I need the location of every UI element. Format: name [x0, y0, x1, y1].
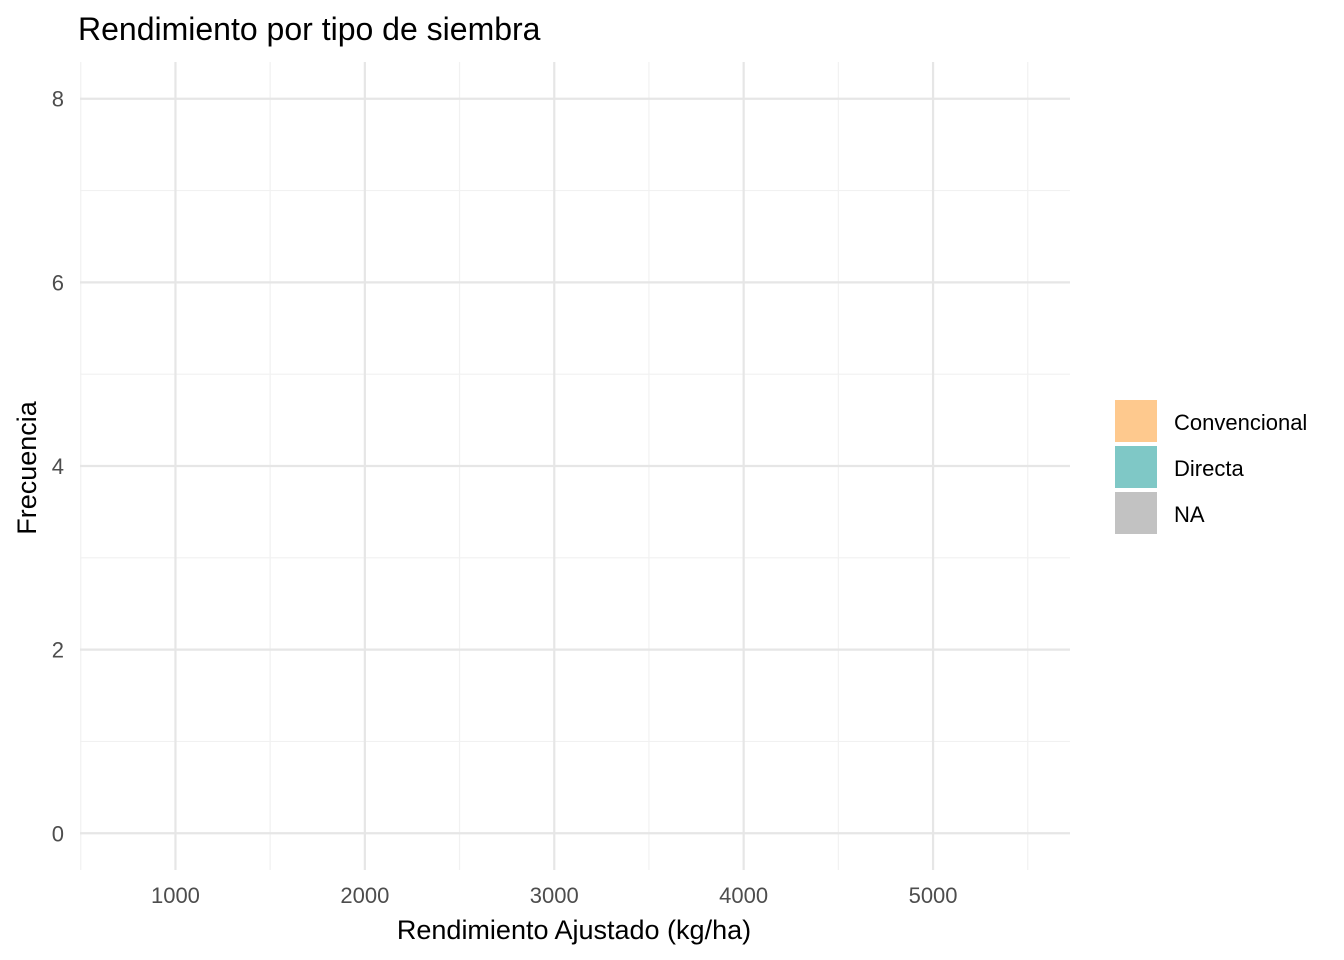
x-tick-label: 4000 — [719, 883, 768, 908]
legend-label: NA — [1174, 502, 1205, 527]
y-tick-label: 6 — [52, 270, 64, 295]
chart-title: Rendimiento por tipo de siembra — [78, 11, 541, 47]
grid — [80, 62, 1070, 870]
legend-key — [1115, 492, 1157, 534]
legend: Convencional Directa NA — [1115, 400, 1307, 534]
legend-key — [1115, 446, 1157, 488]
y-axis-title: Frecuencia — [12, 400, 42, 535]
y-tick-label: 0 — [52, 821, 64, 846]
x-tick-label: 1000 — [151, 883, 200, 908]
y-axis-ticks: 0 2 4 6 8 — [52, 87, 64, 847]
x-tick-label: 5000 — [909, 883, 958, 908]
y-tick-label: 2 — [52, 638, 64, 663]
legend-label: Convencional — [1174, 410, 1307, 435]
legend-label: Directa — [1174, 456, 1244, 481]
x-axis-title: Rendimiento Ajustado (kg/ha) — [397, 915, 751, 945]
y-tick-label: 8 — [52, 87, 64, 112]
y-tick-label: 4 — [52, 454, 64, 479]
x-tick-label: 2000 — [340, 883, 389, 908]
x-axis-ticks: 1000 2000 3000 4000 5000 — [151, 883, 958, 908]
legend-key — [1115, 400, 1157, 442]
x-tick-label: 3000 — [530, 883, 579, 908]
